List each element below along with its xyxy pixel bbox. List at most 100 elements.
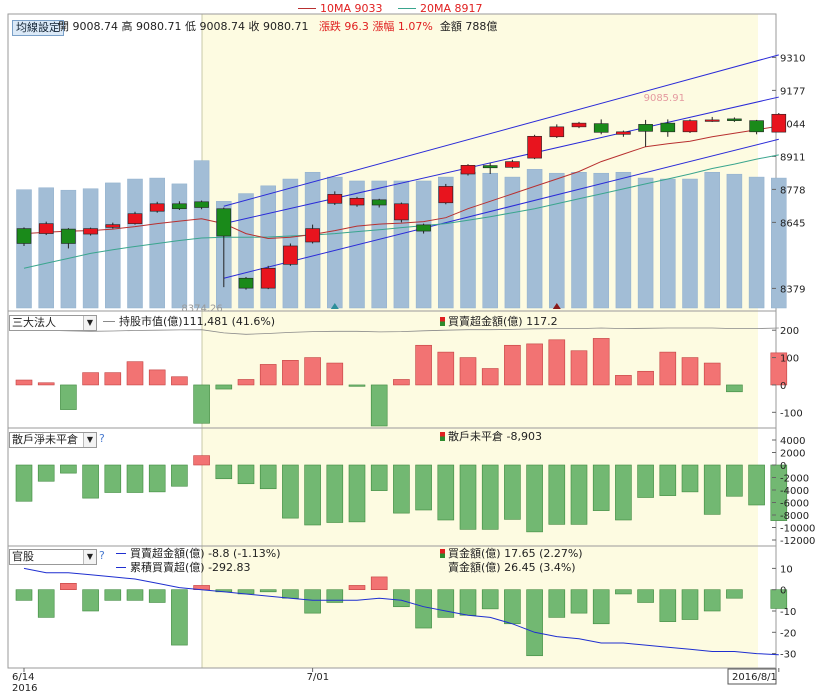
gov-legend-sell: 賣金額(億) 26.45 (3.4%) <box>448 561 576 575</box>
inst-bar <box>592 338 610 386</box>
y-tick-label: 0 <box>780 461 786 472</box>
inst-bar <box>37 382 55 386</box>
y-tick-label: 4000 <box>780 436 805 447</box>
y-tick-label: 0 <box>780 586 786 597</box>
inst-bar <box>504 344 521 386</box>
gov-legend3: 買金額(億) 17.65 (2.27%) <box>448 547 583 560</box>
y-tick-label: -30 <box>780 650 796 661</box>
inst-bar <box>570 350 588 386</box>
retail-bar <box>726 464 743 497</box>
gov-legend2: 累積買賣超(億) -292.83 <box>130 561 251 574</box>
volume-bar <box>704 171 720 309</box>
volume-bar <box>60 189 77 309</box>
inst-bar <box>703 362 721 386</box>
candle-up <box>438 186 454 204</box>
y-tick-label: 0 <box>780 381 786 392</box>
inst-bar <box>171 376 188 386</box>
candle-down <box>238 277 254 289</box>
retail-bar <box>60 464 77 474</box>
x-label-year: 2016 <box>12 683 37 692</box>
gov-bar <box>60 583 77 590</box>
gov-bar <box>770 589 788 609</box>
retail-bar <box>437 464 455 521</box>
volume-bar <box>726 173 743 309</box>
channel-lower-line <box>223 138 779 279</box>
retail-select-value: 散戶淨未平倉 <box>12 433 78 446</box>
ma20-line <box>23 154 779 269</box>
channel-upper-line <box>223 54 779 207</box>
retail-legend: 散戶未平倉 -8,903 <box>440 430 542 444</box>
candle-down <box>371 199 387 206</box>
inst-bar <box>459 357 477 386</box>
gov-legend-net: 買賣超金額(億) -8.8 (-1.13%) <box>116 547 281 561</box>
gov-bar <box>348 585 366 590</box>
redgreen-marker-icon <box>440 432 445 441</box>
y-tick-label: -12000 <box>780 536 815 547</box>
volume-bar <box>660 178 676 309</box>
gov-select-value: 官股 <box>12 550 34 563</box>
inst-select[interactable]: 三大法人 ▼ <box>9 315 97 331</box>
gov-bar <box>504 589 521 625</box>
blue-line-swatch <box>116 567 126 568</box>
gov-select[interactable]: 官股 ▼ <box>9 549 97 565</box>
inst-bar <box>348 384 366 387</box>
volume-bar <box>127 178 143 309</box>
y-tick-label: 10 <box>780 564 793 575</box>
inst-bar <box>370 384 388 427</box>
retail-bar <box>370 464 388 491</box>
gov-legend1: 買賣超金額(億) -8.8 (-1.13%) <box>130 547 281 560</box>
ma-settings-button[interactable]: 均線設定 <box>12 20 64 36</box>
retail-bar <box>326 464 344 523</box>
help-icon[interactable]: ? <box>99 432 105 445</box>
candle-down <box>638 124 653 132</box>
gov-bar <box>148 589 166 603</box>
candle-down <box>482 165 498 169</box>
y-tick-label: 200 <box>780 326 799 337</box>
retail-bar <box>193 455 210 466</box>
gov-legend-buy: 買金額(億) 17.65 (2.27%) <box>440 547 583 561</box>
y-tick-label: 100 <box>780 354 799 365</box>
candle-up <box>327 194 343 204</box>
ma10-swatch <box>298 8 316 9</box>
retail-bar <box>592 464 610 511</box>
redgreen-marker-icon <box>440 549 445 558</box>
inst-bar <box>659 351 677 386</box>
inst-bar <box>681 357 699 386</box>
retail-select[interactable]: 散戶淨未平倉 ▼ <box>9 432 97 448</box>
y-tick-label: 8911 <box>780 152 805 163</box>
gov-bar <box>481 589 499 610</box>
candle-up <box>571 122 587 128</box>
candle-up <box>305 228 320 243</box>
retail-bar <box>82 464 99 499</box>
retail-bar <box>659 464 677 496</box>
volume-bar <box>504 176 521 309</box>
y-tick-label: -4000 <box>780 486 809 497</box>
ma20-swatch <box>398 8 416 9</box>
inst-legend-net: 買賣超金額(億) 117.2 <box>440 315 558 329</box>
candle-down <box>727 118 742 121</box>
candle-up <box>38 223 54 234</box>
inst-bar <box>304 357 321 386</box>
volume-bar <box>260 185 276 309</box>
help-icon[interactable]: ? <box>99 549 105 562</box>
x-label-end-box <box>727 668 777 685</box>
candle-up <box>127 213 143 224</box>
volume-bar <box>526 169 543 309</box>
inst-bar <box>393 379 410 386</box>
candle-up <box>527 135 542 159</box>
inst-bar <box>215 384 233 390</box>
gov-cumulative-line <box>23 567 779 656</box>
volume-bar <box>171 183 188 309</box>
high-value: 高 9080.71 <box>121 20 182 33</box>
chevron-down-icon: ▼ <box>83 316 96 330</box>
retail-bar <box>770 464 788 521</box>
blue-line-swatch <box>116 553 126 554</box>
volume-bar <box>748 176 765 309</box>
legend-ma20: 20MA 8917 <box>398 2 483 16</box>
volume-bar <box>571 171 587 309</box>
retail-bar <box>126 464 144 493</box>
inst-bar <box>15 379 33 386</box>
volume-bar <box>460 171 476 309</box>
candle-down <box>16 228 32 244</box>
